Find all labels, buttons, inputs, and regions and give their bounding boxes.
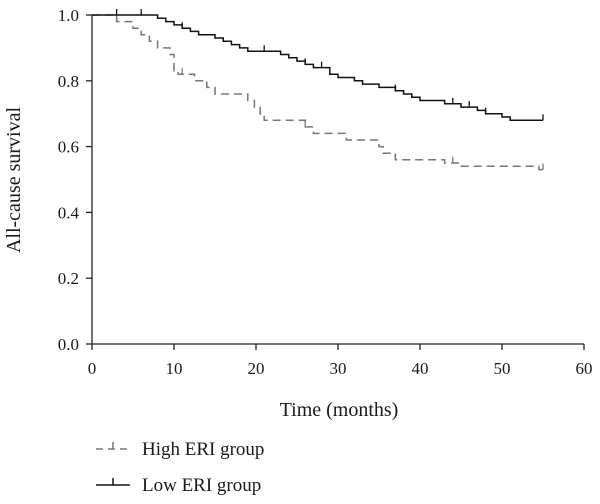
x-tick-label: 60	[576, 359, 593, 378]
x-tick-label: 30	[330, 359, 347, 378]
x-tick-label: 50	[494, 359, 511, 378]
y-tick-label: 1.0	[58, 6, 79, 25]
x-axis-title: Time (months)	[280, 399, 399, 421]
x-tick-label: 40	[412, 359, 429, 378]
y-tick-label: 0.6	[58, 138, 79, 157]
y-tick-label: 0.2	[58, 269, 79, 288]
legend: High ERI group Low ERI group	[96, 439, 264, 496]
y-axis-title: All-cause survival	[3, 107, 25, 254]
axes: 0 10 20 30 40 50 60 0.0 0.2 0.4 0.6 0.8 1.0	[58, 6, 593, 378]
y-tick-label: 0.0	[58, 335, 79, 354]
y-tick-label: 0.8	[58, 72, 79, 91]
series-layer	[92, 9, 544, 171]
y-tick-label: 0.4	[58, 203, 80, 222]
legend-label-high-eri: High ERI group	[142, 439, 264, 460]
legend-swatch-low-eri	[96, 478, 130, 486]
series-line-low-eri-group	[92, 14, 543, 122]
x-tick-label: 0	[88, 359, 97, 378]
legend-item-high-eri: High ERI group	[96, 439, 264, 460]
x-tick-label: 20	[248, 359, 265, 378]
legend-item-low-eri: Low ERI group	[96, 475, 261, 496]
x-tick-label: 10	[166, 359, 183, 378]
series-line-high-eri-group	[92, 14, 543, 171]
legend-label-low-eri: Low ERI group	[142, 475, 261, 496]
legend-swatch-high-eri	[96, 442, 130, 450]
